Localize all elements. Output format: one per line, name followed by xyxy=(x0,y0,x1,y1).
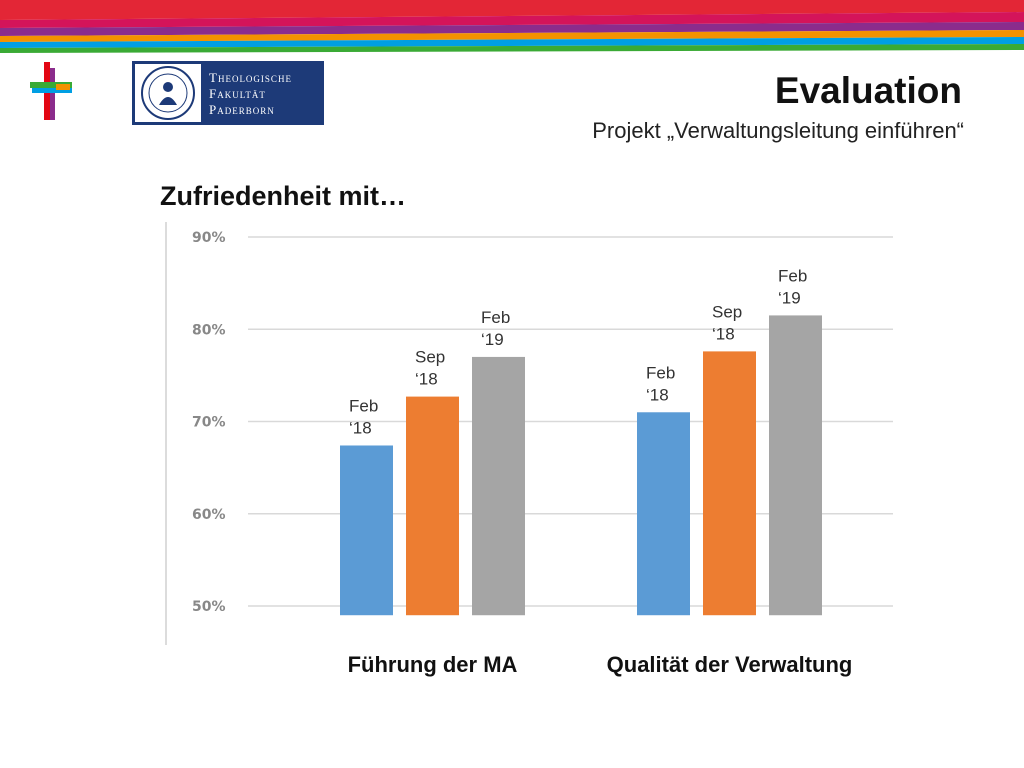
y-tick-label: 90% xyxy=(192,230,226,246)
page-title: Evaluation xyxy=(774,70,962,111)
y-tick-label: 60% xyxy=(192,507,226,523)
bar-label: ‘19 xyxy=(481,330,504,349)
bar-label: Sep xyxy=(415,348,445,367)
seal-icon xyxy=(135,64,201,122)
stripe xyxy=(0,30,1024,42)
bar-label: Feb xyxy=(778,266,807,285)
logo-line: Fakultät xyxy=(209,86,266,101)
stripe xyxy=(0,22,1024,36)
logo-line: Paderborn xyxy=(209,102,275,117)
bar xyxy=(703,351,756,616)
logo-line: Theologische xyxy=(209,70,292,85)
bar-label: Feb xyxy=(646,363,675,382)
bar-label: Sep xyxy=(712,302,742,321)
bar xyxy=(637,412,690,616)
stripe xyxy=(0,12,1024,28)
section-heading: Zufriedenheit mit… xyxy=(160,181,407,211)
y-tick-label: 50% xyxy=(192,599,226,615)
bar-label: ‘18 xyxy=(349,418,372,437)
church-cross-logo xyxy=(30,62,72,120)
bar-label: Feb xyxy=(349,396,378,415)
faculty-logo: Theologische Fakultät Paderborn xyxy=(132,61,324,125)
bar xyxy=(472,356,525,616)
y-tick-label: 80% xyxy=(192,322,226,338)
category-label: Führung der MA xyxy=(348,652,518,677)
bar-label: ‘18 xyxy=(712,324,735,343)
page-subtitle: Projekt „Verwaltungsleitung einführen“ xyxy=(592,118,964,143)
stripe xyxy=(0,37,1024,48)
stripe xyxy=(0,0,1024,20)
header-stripes xyxy=(0,0,1024,53)
bar-label: Feb xyxy=(481,308,510,327)
bar-label: ‘18 xyxy=(415,370,438,389)
bar-label: ‘19 xyxy=(778,288,801,307)
y-tick-label: 70% xyxy=(192,415,226,431)
bar xyxy=(769,315,822,616)
category-label: Qualität der Verwaltung xyxy=(607,652,853,677)
bar-label: ‘18 xyxy=(646,385,669,404)
stripe xyxy=(0,44,1024,53)
bar xyxy=(406,396,459,616)
bar xyxy=(340,445,393,616)
